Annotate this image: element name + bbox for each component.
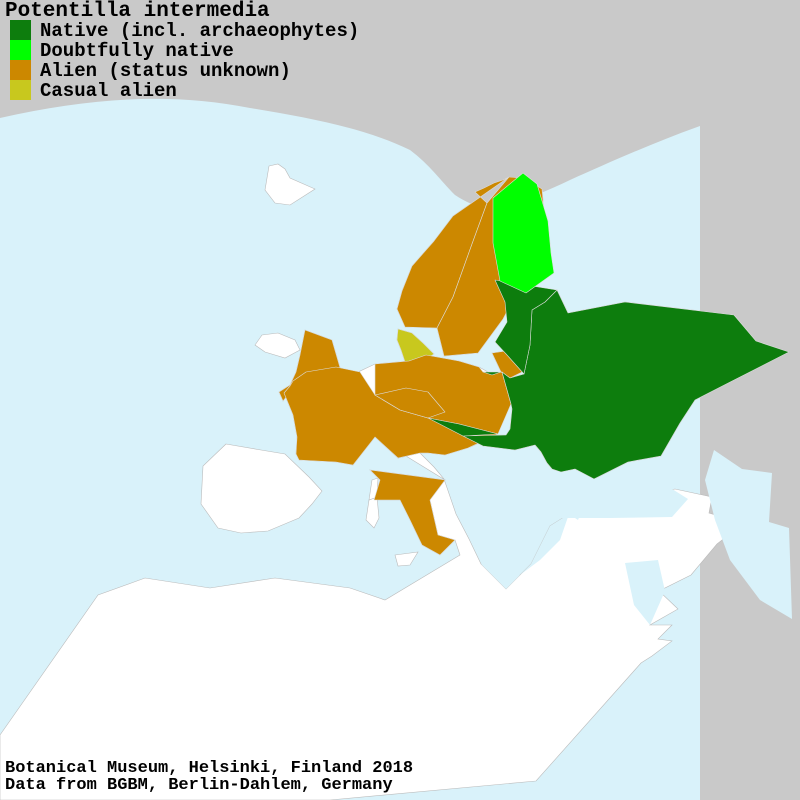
svg-text:Doubtfully native: Doubtfully native (40, 40, 234, 62)
svg-text:Native (incl. archaeophytes): Native (incl. archaeophytes) (40, 20, 359, 42)
svg-text:Alien (status unknown): Alien (status unknown) (40, 60, 291, 82)
svg-text:Data from BGBM, Berlin-Dahlem,: Data from BGBM, Berlin-Dahlem, Germany (5, 776, 393, 795)
svg-text:Casual alien: Casual alien (40, 80, 177, 102)
